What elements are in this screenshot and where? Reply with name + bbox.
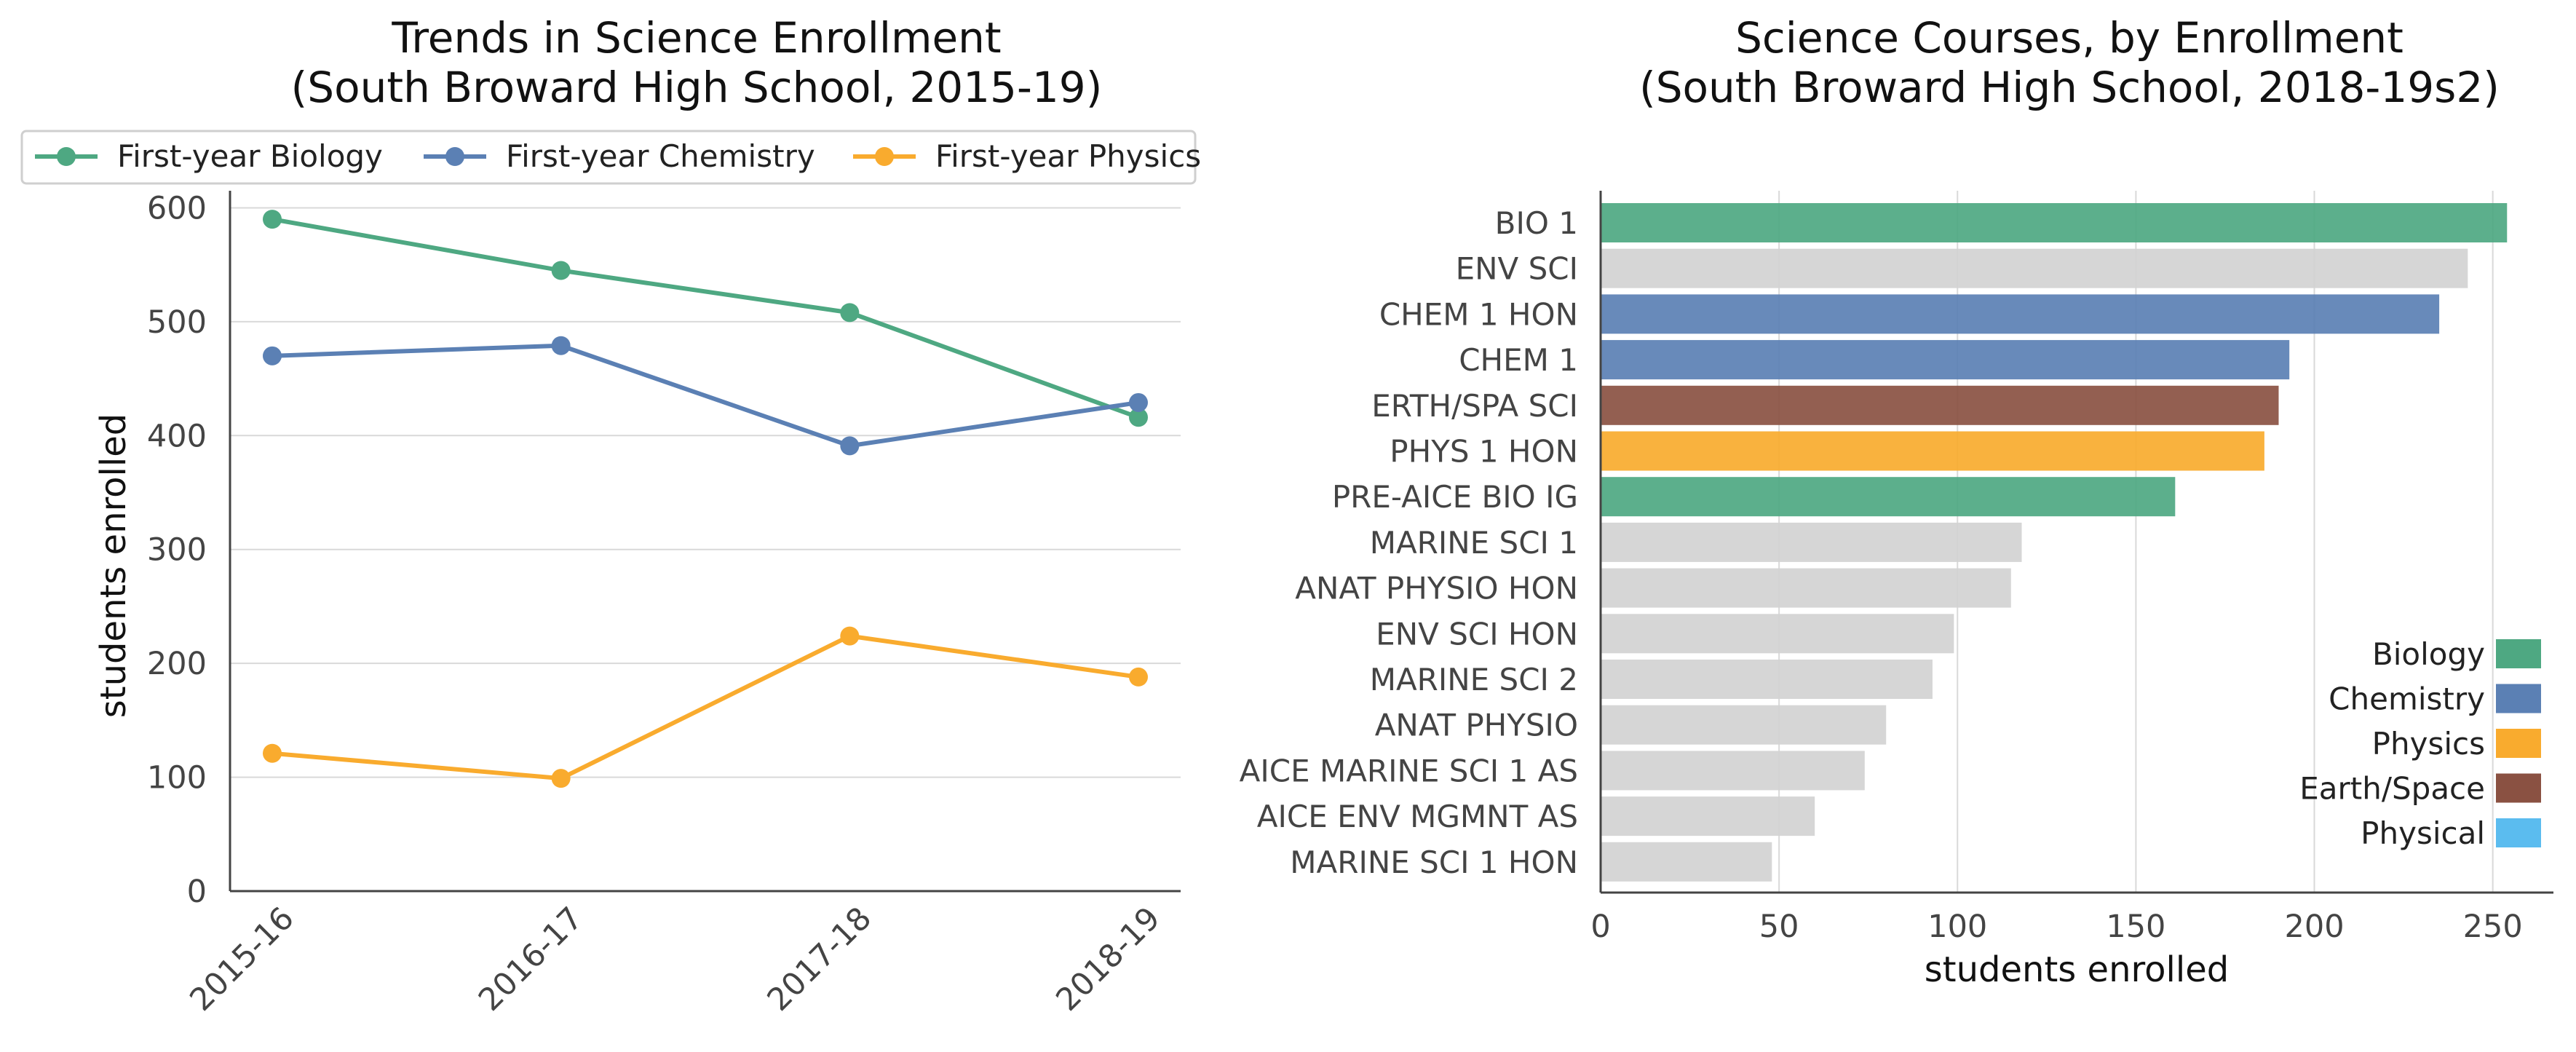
line-chart-xtick-label: 2016-17 bbox=[472, 900, 590, 1018]
bar bbox=[1601, 842, 1772, 882]
bar-chart-xtick-label: 200 bbox=[2284, 909, 2344, 945]
bar-legend-swatch bbox=[2496, 684, 2541, 713]
line-chart-title: Trends in Science Enrollment bbox=[391, 13, 1001, 63]
line-chart-xtick-label: 2015-16 bbox=[183, 900, 301, 1018]
line-point bbox=[263, 346, 282, 365]
bar-legend-label: Physical bbox=[2361, 815, 2485, 851]
bar-legend-swatch bbox=[2496, 729, 2541, 758]
line-series-2 bbox=[272, 633, 1139, 781]
bar bbox=[1601, 796, 1815, 837]
bar-chart-xtick-label: 0 bbox=[1590, 909, 1610, 945]
line-point bbox=[1129, 392, 1148, 412]
bar bbox=[1601, 340, 2290, 380]
bar-chart-xtick-label: 100 bbox=[1927, 909, 1987, 945]
line-legend-marker bbox=[57, 147, 76, 166]
bar-legend-label: Earth/Space bbox=[2299, 771, 2485, 807]
line-point bbox=[263, 210, 282, 229]
line-chart-ytick-label: 400 bbox=[147, 418, 207, 454]
bar-chart-xtick-label: 250 bbox=[2463, 909, 2523, 945]
bar-legend-swatch bbox=[2496, 818, 2541, 847]
line-legend-marker bbox=[445, 147, 464, 166]
line-chart-ytick-label: 600 bbox=[147, 190, 207, 226]
bar bbox=[1601, 431, 2264, 471]
bar-chart-legend: Biology Chemistry Physics Earth/Space Physic… bbox=[2299, 636, 2541, 851]
bar-chart-category-label: MARINE SCI 2 bbox=[1370, 662, 1578, 697]
bar-chart-category-label: ANAT PHYSIO HON bbox=[1295, 571, 1578, 606]
bar bbox=[1601, 660, 1933, 699]
bar-chart-xlabel: students enrolled bbox=[1925, 949, 2229, 990]
line-point bbox=[1129, 667, 1148, 687]
bar-chart-category-label: PRE-AICE BIO IG bbox=[1332, 479, 1578, 515]
bar-legend-label: Physics bbox=[2372, 726, 2485, 762]
line-legend-label: First-year Physics bbox=[935, 138, 1201, 174]
bar-legend-label: Biology bbox=[2372, 636, 2485, 672]
line-chart-subtitle: (South Broward High School, 2015-19) bbox=[291, 63, 1103, 112]
line-point bbox=[1129, 408, 1148, 427]
bar-chart-category-label: ENV SCI bbox=[1456, 251, 1578, 287]
bar-chart-bars bbox=[1601, 203, 2508, 882]
bar bbox=[1601, 705, 1887, 745]
line-point bbox=[551, 261, 571, 280]
line-legend-marker bbox=[875, 147, 894, 166]
bar-chart-xtick-label: 150 bbox=[2106, 909, 2165, 945]
bar-legend-label: Chemistry bbox=[2329, 681, 2485, 717]
line-point bbox=[551, 769, 571, 788]
bar-chart-category-label: CHEM 1 bbox=[1459, 342, 1578, 378]
bar-chart-category-label: CHEM 1 HON bbox=[1379, 296, 1578, 332]
bar-chart-panel: Science Courses, by Enrollment (South Br… bbox=[1240, 13, 2553, 990]
line-chart-ytick-label: 0 bbox=[187, 874, 207, 910]
bar-chart-category-label: MARINE SCI 1 HON bbox=[1290, 845, 1578, 880]
line-point bbox=[551, 336, 571, 355]
bar-chart-axes: 0 50 100 150 200 250 BIO 1 ENV SCI CHEM 1 HON CHE… bbox=[1240, 191, 2553, 945]
bar bbox=[1601, 522, 2022, 562]
line-point bbox=[840, 303, 860, 323]
bar bbox=[1601, 203, 2508, 242]
line-point bbox=[840, 626, 860, 646]
line-chart-xtick-label: 2017-18 bbox=[761, 900, 879, 1018]
line-chart-axes: 0 100 200 300 400 500 600 2015-16 2016-17 2017-18… bbox=[147, 190, 1181, 1019]
line-chart-ytick-label: 500 bbox=[147, 304, 207, 341]
bar-legend-swatch bbox=[2496, 773, 2541, 803]
bar-chart-category-label: ENV SCI HON bbox=[1376, 616, 1578, 652]
bar bbox=[1601, 568, 2011, 608]
bar-chart-title: Science Courses, by Enrollment bbox=[1735, 13, 2403, 63]
bar-chart-category-label: AICE ENV MGMNT AS bbox=[1257, 799, 1578, 834]
bar bbox=[1601, 477, 2176, 517]
bar-chart-category-label: ANAT PHYSIO bbox=[1375, 708, 1578, 743]
bar-chart-category-label: BIO 1 bbox=[1495, 205, 1578, 241]
line-legend-label: First-year Biology bbox=[117, 138, 383, 174]
bar bbox=[1601, 294, 2440, 334]
bar bbox=[1601, 614, 1954, 654]
line-point bbox=[263, 743, 282, 763]
line-legend-frame bbox=[20, 130, 1197, 185]
line-chart-ytick-label: 300 bbox=[147, 532, 207, 569]
bar-chart-category-label: ERTH/SPA SCI bbox=[1371, 388, 1578, 424]
bar bbox=[1601, 248, 2468, 288]
bar-chart-category-label: PHYS 1 HON bbox=[1390, 434, 1578, 470]
line-point bbox=[840, 436, 860, 456]
bar-legend-swatch bbox=[2496, 639, 2541, 668]
line-chart-grid bbox=[230, 207, 1181, 778]
line-chart-panel: Trends in Science Enrollment (South Brow… bbox=[20, 13, 1201, 1019]
line-series-0 bbox=[272, 217, 1140, 420]
line-chart-xtick-label: 2018-19 bbox=[1049, 900, 1167, 1018]
bar bbox=[1601, 751, 1865, 791]
line-chart-ytick-label: 100 bbox=[147, 760, 207, 796]
line-series-1 bbox=[272, 343, 1139, 448]
line-legend-label: First-year Chemistry bbox=[506, 138, 815, 174]
bar-chart-xtick-label: 50 bbox=[1759, 909, 1799, 945]
bar bbox=[1601, 385, 2279, 425]
line-chart-series bbox=[263, 210, 1148, 788]
bar-chart-category-label: AICE MARINE SCI 1 AS bbox=[1240, 753, 1578, 788]
line-chart-legend: First-year Biology First-year Chemistry Fi… bbox=[20, 130, 1201, 185]
line-chart-ytick-label: 200 bbox=[147, 646, 207, 682]
line-chart-ylabel: students enrolled bbox=[93, 414, 134, 718]
bar-chart-category-label: MARINE SCI 1 bbox=[1370, 525, 1578, 561]
bar-chart-subtitle: (South Broward High School, 2018-19s2) bbox=[1639, 63, 2500, 112]
